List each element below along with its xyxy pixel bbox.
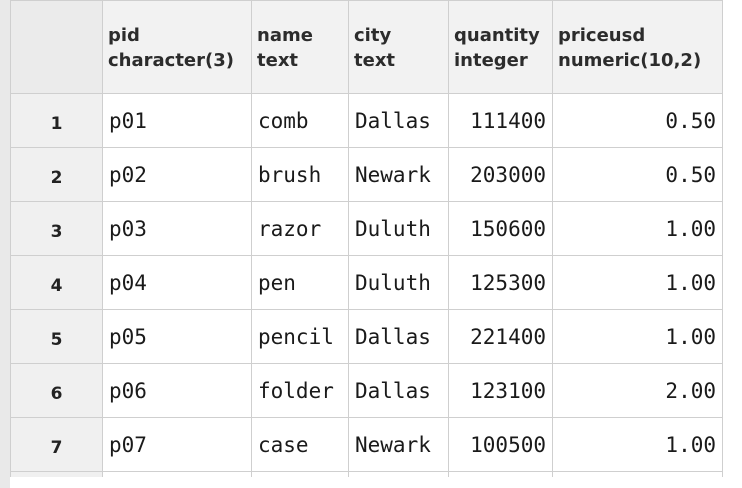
column-type: text (257, 50, 299, 71)
column-header-city[interactable]: city text (348, 0, 449, 94)
cell-priceusd[interactable]: 1.00 (552, 417, 723, 472)
cell-name[interactable]: pen (251, 255, 349, 310)
row-number[interactable]: 5 (10, 309, 103, 364)
row-number[interactable]: 6 (10, 363, 103, 418)
column-type: character(3) (108, 50, 234, 71)
row-number[interactable]: 2 (10, 147, 103, 202)
cell-quantity[interactable]: 123100 (448, 363, 553, 418)
column-name: name (257, 25, 313, 46)
cell-pid[interactable]: p03 (102, 201, 252, 256)
column-type: text (354, 50, 396, 71)
cell-pid[interactable]: p05 (102, 309, 252, 364)
table-row[interactable]: 2 p02 brush Newark 203000 0.50 (10, 147, 723, 202)
column-type: integer (454, 50, 528, 71)
column-type: numeric(10,2) (558, 50, 702, 71)
cell-quantity[interactable]: 100500 (448, 417, 553, 472)
cell-name[interactable]: comb (251, 93, 349, 148)
cell-pid[interactable]: p01 (102, 93, 252, 148)
table-row[interactable]: 4 p04 pen Duluth 125300 1.00 (10, 255, 723, 310)
table-row[interactable]: 5 p05 pencil Dallas 221400 1.00 (10, 309, 723, 364)
cell-quantity[interactable]: 150600 (448, 201, 553, 256)
cell-city[interactable]: Newark (348, 147, 449, 202)
cell-priceusd[interactable]: 0.50 (552, 147, 723, 202)
cell-pid[interactable]: p04 (102, 255, 252, 310)
cell-name[interactable]: pencil (251, 309, 349, 364)
cell-city[interactable]: Duluth (348, 201, 449, 256)
cell-city[interactable]: Dallas (348, 93, 449, 148)
cell-quantity[interactable]: 203000 (448, 147, 553, 202)
cell-pid[interactable]: p02 (102, 147, 252, 202)
cell-quantity[interactable]: 125300 (448, 255, 553, 310)
cell-name[interactable]: folder (251, 363, 349, 418)
table-row[interactable]: 3 p03 razor Duluth 150600 1.00 (10, 201, 723, 256)
column-header-name[interactable]: name text (251, 0, 349, 94)
grid-empty-area (10, 477, 742, 488)
cell-priceusd[interactable]: 1.00 (552, 201, 723, 256)
cell-name[interactable]: brush (251, 147, 349, 202)
row-number[interactable]: 4 (10, 255, 103, 310)
cell-city[interactable]: Newark (348, 417, 449, 472)
cell-pid[interactable]: p07 (102, 417, 252, 472)
table-row[interactable]: 7 p07 case Newark 100500 1.00 (10, 417, 723, 472)
cell-priceusd[interactable]: 0.50 (552, 93, 723, 148)
column-header-priceusd[interactable]: priceusd numeric(10,2) (552, 0, 723, 94)
cell-city[interactable]: Dallas (348, 363, 449, 418)
cell-priceusd[interactable]: 1.00 (552, 309, 723, 364)
row-number[interactable]: 3 (10, 201, 103, 256)
cell-pid[interactable]: p06 (102, 363, 252, 418)
row-number[interactable]: 1 (10, 93, 103, 148)
cell-city[interactable]: Dallas (348, 309, 449, 364)
cell-priceusd[interactable]: 1.00 (552, 255, 723, 310)
cell-city[interactable]: Duluth (348, 255, 449, 310)
table-row[interactable]: 6 p06 folder Dallas 123100 2.00 (10, 363, 723, 418)
cell-name[interactable]: case (251, 417, 349, 472)
corner-cell[interactable] (10, 0, 103, 94)
column-name: quantity (454, 25, 540, 46)
cell-quantity[interactable]: 221400 (448, 309, 553, 364)
column-name: priceusd (558, 25, 646, 46)
header-row: pid character(3) name text city text (10, 0, 723, 94)
row-number[interactable]: 7 (10, 417, 103, 472)
column-name: city (354, 25, 392, 46)
cell-priceusd[interactable]: 2.00 (552, 363, 723, 418)
data-table: pid character(3) name text city text (10, 0, 723, 488)
column-name: pid (108, 25, 140, 46)
cell-quantity[interactable]: 111400 (448, 93, 553, 148)
column-header-quantity[interactable]: quantity integer (448, 0, 553, 94)
column-header-pid[interactable]: pid character(3) (102, 0, 252, 94)
cell-name[interactable]: razor (251, 201, 349, 256)
table-row[interactable]: 1 p01 comb Dallas 111400 0.50 (10, 93, 723, 148)
